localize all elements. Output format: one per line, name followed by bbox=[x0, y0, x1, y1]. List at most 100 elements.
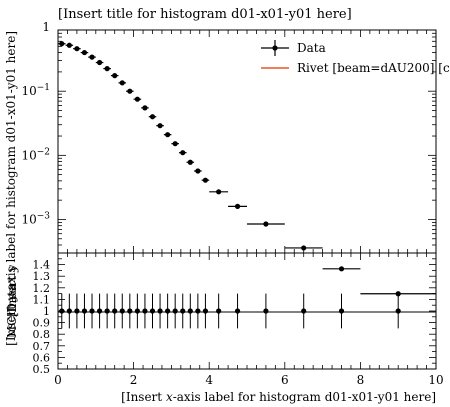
chart-title: [Insert title for histogram d01-x01-y01 … bbox=[58, 7, 352, 22]
x-tick-label: 6 bbox=[281, 373, 289, 387]
data-point bbox=[216, 189, 222, 195]
ratio-point bbox=[180, 308, 186, 314]
ratio-y-tick-label: 0.6 bbox=[33, 351, 51, 364]
ratio-point bbox=[234, 308, 241, 314]
y-tick-label: 10−3 bbox=[21, 211, 50, 226]
x-axis-label-prefix: [Insert bbox=[121, 390, 166, 404]
ratio-y-tick-label: 1.2 bbox=[33, 282, 51, 295]
data-point bbox=[202, 177, 209, 183]
data-point bbox=[149, 114, 156, 120]
y-tick-label-base: 10 bbox=[21, 148, 36, 162]
y-axis-label-var: y bbox=[4, 294, 18, 302]
x-tick-label: 2 bbox=[130, 373, 138, 387]
ratio-point bbox=[59, 308, 65, 314]
ratio-y-tick-label: 1.3 bbox=[33, 270, 51, 283]
y-tick-label-base: 10 bbox=[21, 84, 36, 98]
y-axis-label-suffix: -axis label for histogram d01-x01-y01 he… bbox=[4, 31, 18, 294]
legend-entry-data: Data bbox=[297, 41, 326, 55]
x-axis-label: [Insert x-axis label for histogram d01-x… bbox=[121, 390, 436, 404]
ratio-point bbox=[395, 308, 401, 314]
ratio-y-tick-label: 1.4 bbox=[33, 259, 51, 272]
ratio-y-axis-label-overlap: [Insert y bbox=[5, 265, 19, 317]
y-axis-label-prefix: [Insert bbox=[4, 301, 18, 346]
ratio-point bbox=[149, 308, 156, 314]
ratio-point bbox=[172, 308, 178, 314]
data-point bbox=[338, 266, 345, 272]
ratio-point bbox=[119, 308, 125, 314]
ratio-y-tick-label: 0.7 bbox=[33, 340, 51, 353]
data-point bbox=[74, 46, 80, 52]
ratio-point bbox=[142, 308, 148, 314]
legend-data-marker bbox=[272, 45, 278, 51]
ratio-point bbox=[216, 308, 222, 314]
data-point bbox=[59, 41, 65, 47]
ratio-tick-marks bbox=[57, 252, 437, 370]
ratio-point bbox=[165, 308, 171, 314]
data-point bbox=[96, 59, 103, 66]
data-point bbox=[165, 132, 171, 138]
ratio-point bbox=[89, 308, 95, 314]
ratio-point bbox=[104, 308, 110, 314]
data-point bbox=[180, 150, 186, 156]
ratio-point bbox=[74, 308, 80, 314]
ratio-point bbox=[195, 308, 201, 314]
ratio-y-axis-label: MC/Data bbox=[5, 284, 19, 338]
ratio-point bbox=[81, 308, 88, 314]
y-tick-label-exponent: −1 bbox=[37, 83, 50, 93]
ratio-point bbox=[338, 308, 345, 314]
x-tick-label: 4 bbox=[205, 373, 213, 387]
ratio-point bbox=[301, 308, 307, 314]
ratio-panel: 0.50.60.70.80.911.11.21.31.4 bbox=[33, 252, 437, 376]
data-point bbox=[263, 221, 269, 227]
x-tick-label: 8 bbox=[357, 373, 365, 387]
data-point bbox=[89, 54, 95, 60]
x-axis-label-var: x bbox=[166, 390, 173, 404]
data-point bbox=[234, 203, 241, 209]
x-tick-label: 0 bbox=[54, 373, 62, 387]
ratio-point bbox=[112, 308, 118, 314]
ratio-y-tick-label: 0.8 bbox=[33, 328, 51, 341]
y-tick-label-base: 10 bbox=[21, 212, 36, 226]
ratio-tick-labels: 0.50.60.70.80.911.11.21.31.4 bbox=[33, 259, 51, 376]
y-tick-label: 10−2 bbox=[21, 147, 50, 162]
legend: Data Rivet [beam=dAU200] [cen bbox=[261, 40, 450, 75]
x-axis-label-suffix: -axis label for histogram d01-x01-y01 he… bbox=[173, 390, 436, 404]
data-point bbox=[127, 88, 133, 94]
ratio-point bbox=[66, 308, 72, 314]
data-point bbox=[119, 80, 125, 86]
ratio-y-axis-overlap-prefix: [Insert bbox=[5, 272, 19, 317]
data-point bbox=[157, 123, 163, 129]
data-point bbox=[142, 105, 148, 111]
data-point bbox=[66, 42, 72, 48]
y-tick-label-base: 1 bbox=[42, 20, 50, 34]
y-axis-label: [Insert y-axis label for histogram d01-x… bbox=[4, 31, 18, 346]
ratio-point bbox=[263, 308, 269, 314]
data-point bbox=[195, 168, 201, 174]
ratio-point bbox=[187, 308, 193, 314]
ratio-points bbox=[59, 293, 401, 329]
data-point bbox=[172, 141, 178, 147]
main-tick-labels: 10−310−210−11 bbox=[21, 20, 50, 226]
ratio-y-tick-label: 1 bbox=[43, 305, 50, 318]
ratio-y-tick-label: 1.1 bbox=[33, 293, 51, 306]
ratio-point bbox=[134, 308, 140, 314]
data-points bbox=[58, 41, 436, 297]
ratio-panel-frame bbox=[57, 252, 437, 370]
data-point bbox=[112, 73, 118, 79]
ratio-point bbox=[96, 308, 103, 314]
y-tick-label-exponent: −3 bbox=[37, 211, 51, 221]
ratio-point bbox=[202, 308, 209, 314]
ratio-y-axis-overlap-var: y bbox=[5, 265, 19, 273]
ratio-y-tick-label: 0.9 bbox=[33, 317, 51, 330]
x-tick-label: 10 bbox=[428, 373, 443, 387]
data-point bbox=[104, 66, 110, 72]
data-point bbox=[81, 49, 88, 56]
data-point bbox=[187, 159, 193, 165]
y-tick-label-exponent: −2 bbox=[37, 147, 50, 157]
ratio-point bbox=[127, 308, 133, 314]
ratio-point bbox=[157, 308, 163, 314]
y-tick-label: 10−1 bbox=[21, 83, 50, 98]
ratio-y-tick-label: 0.5 bbox=[33, 363, 51, 376]
data-point bbox=[301, 245, 307, 251]
